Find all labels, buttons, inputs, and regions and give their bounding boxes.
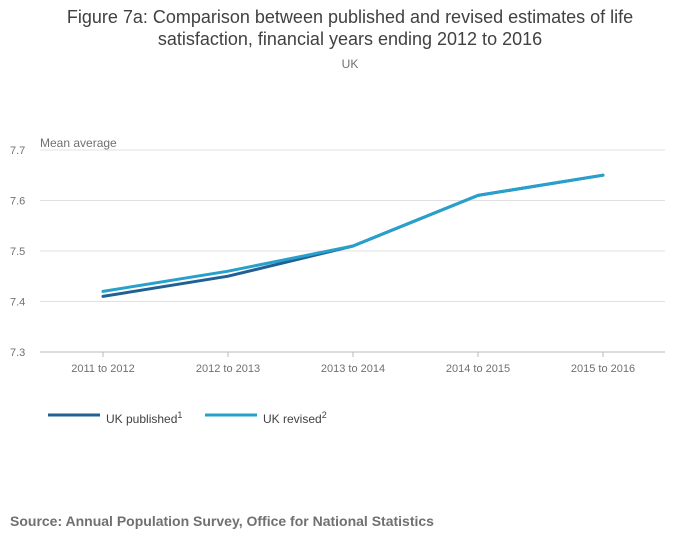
series-line-uk-revised [101,173,605,293]
source-note: Source: Annual Population Survey, Office… [10,513,434,529]
y-tick-label: 7.5 [10,246,25,258]
chart-title-line-1: Figure 7a: Comparison between published … [66,7,634,27]
x-tick-label: 2015 to 2016 [571,363,635,375]
y-tick-label: 7.4 [10,297,25,309]
x-tick-label: 2014 to 2015 [446,363,510,375]
chart-subtitle: UK [341,57,359,71]
legend-label: UK revised2 [263,410,327,426]
chart-title-line-2: satisfaction, financial years ending 201… [157,29,543,49]
y-axis-label: Mean average [40,136,117,150]
x-tick-label: 2013 to 2014 [321,363,385,375]
y-tick-label: 7.7 [10,145,25,157]
y-tick-label: 7.3 [10,347,25,359]
x-tick-label: 2011 to 2012 [71,363,134,375]
x-tick-label: 2012 to 2013 [196,363,260,375]
chart-title: Figure 7a: Comparison between published … [0,6,700,50]
legend-label: UK published1 [106,410,182,426]
y-tick-label: 7.6 [10,196,25,208]
